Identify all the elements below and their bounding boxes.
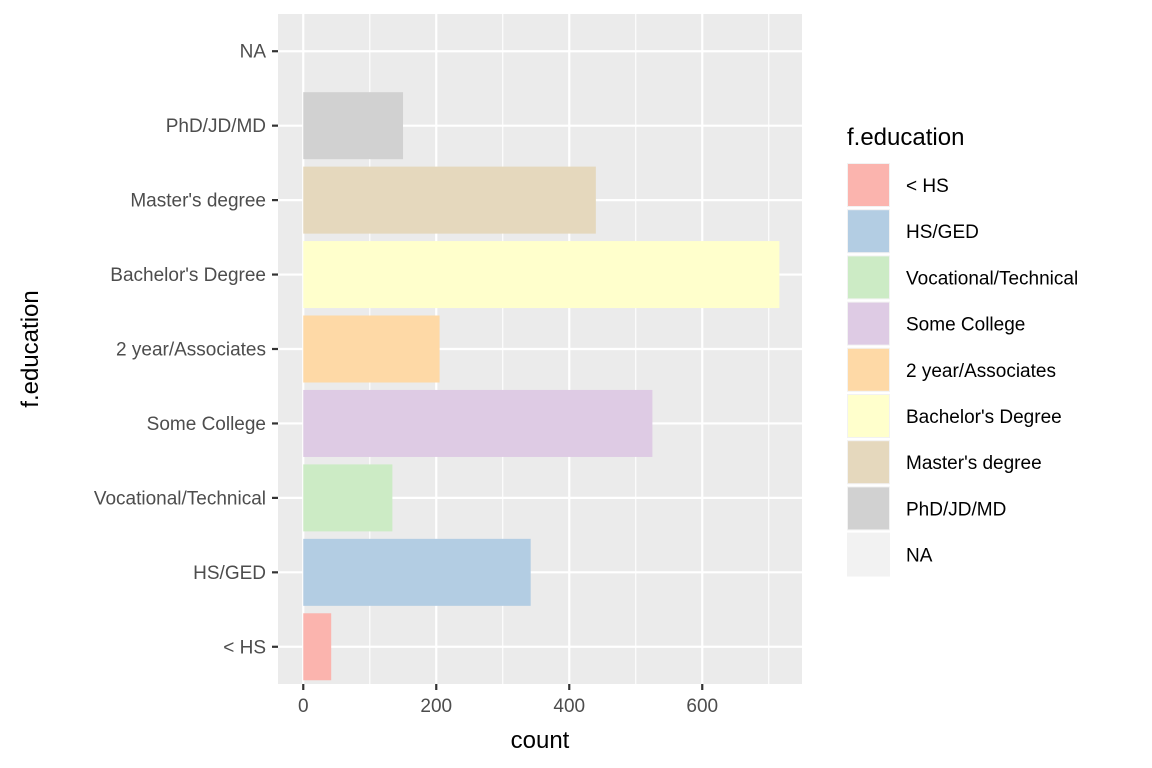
- bar-some-college: [303, 389, 653, 457]
- x-tick-label: 200: [420, 696, 452, 717]
- legend-swatch: [848, 348, 889, 391]
- x-tick-label: 400: [553, 696, 585, 717]
- legend-swatch: [848, 533, 889, 576]
- bar-vocational-technical: [303, 464, 393, 532]
- legend-swatch: [848, 441, 889, 484]
- legend-label: Master's degree: [906, 453, 1042, 474]
- legend-swatch: [848, 487, 889, 530]
- x-axis-title: count: [511, 727, 570, 754]
- bar-hs-ged: [303, 538, 531, 606]
- legend: f.education < HS HS/GED Vocational/Technic…: [847, 124, 1078, 577]
- y-tick-label: Some College: [147, 414, 266, 435]
- bar-master-s-degree: [303, 166, 596, 234]
- legend-swatch: [848, 256, 889, 299]
- legend-title: f.education: [847, 124, 964, 151]
- y-axis: < HS HS/GED Vocational/Technical Some Colle…: [94, 42, 278, 658]
- legend-label: NA: [906, 546, 933, 567]
- bar-hs: [303, 613, 332, 681]
- bars: [303, 92, 780, 681]
- bar-2-year-associates: [303, 315, 440, 383]
- legend-swatch: [848, 395, 889, 437]
- x-tick-label: 600: [686, 696, 718, 717]
- y-axis-title: f.education: [17, 290, 44, 407]
- y-tick-label: 2 year/Associates: [116, 340, 266, 361]
- legend-swatch: [848, 164, 889, 206]
- legend-label: HS/GED: [906, 222, 979, 243]
- legend-label: Vocational/Technical: [906, 268, 1078, 289]
- x-tick-label: 0: [298, 696, 309, 717]
- y-tick-label: Bachelor's Degree: [110, 265, 266, 286]
- legend-label: Some College: [906, 315, 1025, 336]
- legend-label: 2 year/Associates: [906, 361, 1056, 382]
- y-tick-label: Master's degree: [130, 191, 266, 212]
- y-tick-label: PhD/JD/MD: [166, 116, 266, 137]
- legend-label: Bachelor's Degree: [906, 407, 1062, 428]
- legend-label: < HS: [906, 176, 949, 197]
- bar-phd-jd-md: [303, 92, 404, 160]
- legend-items: < HS HS/GED Vocational/Technical Some Colle…: [847, 163, 1078, 577]
- y-tick-label: < HS: [223, 637, 266, 658]
- y-tick-label: NA: [240, 42, 267, 63]
- x-axis: 0 200 400 600: [298, 684, 718, 717]
- bar-bachelor-s-degree: [303, 241, 780, 309]
- y-tick-label: HS/GED: [193, 563, 266, 584]
- legend-swatch: [848, 210, 889, 253]
- legend-label: PhD/JD/MD: [906, 499, 1006, 520]
- y-tick-label: Vocational/Technical: [94, 488, 266, 509]
- legend-swatch: [848, 302, 889, 345]
